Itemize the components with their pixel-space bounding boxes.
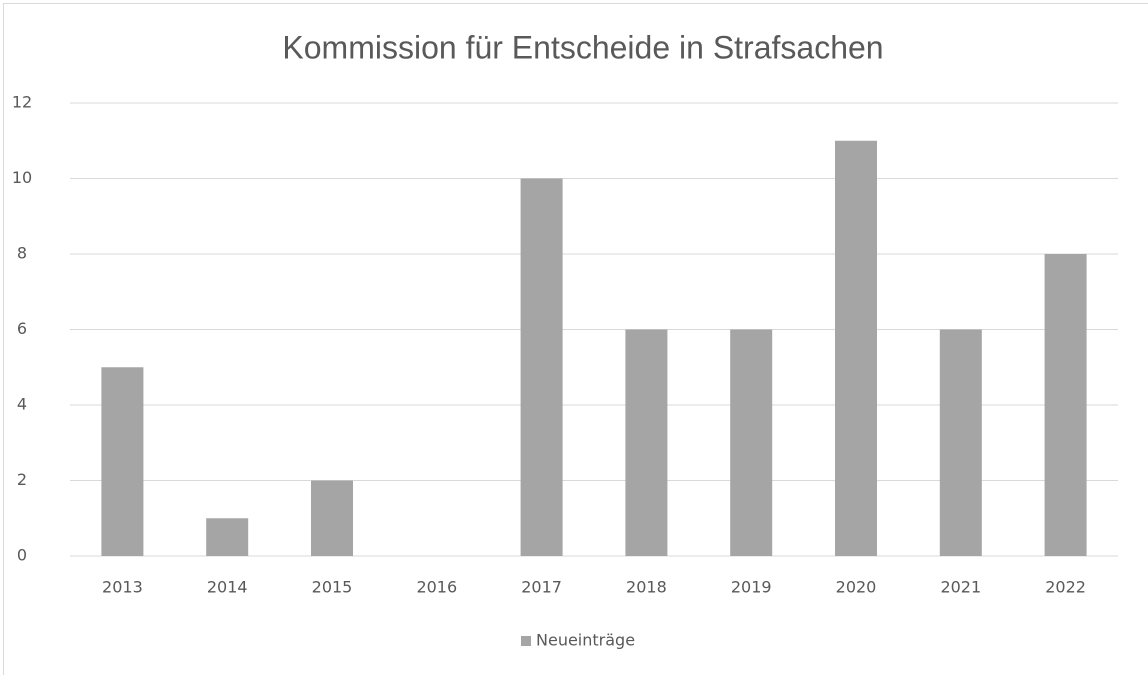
bar (625, 329, 668, 556)
x-tick-label: 2017 (521, 578, 562, 597)
y-tick-label: 4 (17, 395, 27, 414)
bar (939, 329, 982, 556)
bar (1044, 254, 1087, 556)
y-tick-label: 6 (17, 319, 27, 338)
x-tick-label: 2019 (731, 578, 772, 597)
x-tick-label: 2022 (1045, 578, 1086, 597)
legend-label: Neueinträge (536, 631, 635, 650)
bar (101, 367, 144, 556)
bar (311, 480, 353, 556)
x-tick-label: 2013 (102, 578, 143, 597)
y-tick-label: 2 (17, 470, 27, 489)
x-tick-label: 2015 (312, 578, 353, 597)
x-tick-label: 2021 (940, 578, 981, 597)
x-tick-label: 2018 (626, 578, 667, 597)
y-tick-label: 10 (12, 168, 32, 187)
x-tick-label: 2020 (836, 578, 877, 597)
x-tick-label: 2016 (416, 578, 457, 597)
y-tick-label: 0 (17, 546, 27, 565)
legend-swatch (521, 636, 531, 646)
bar (206, 518, 249, 556)
bar (835, 140, 877, 556)
chart-border (3, 3, 1148, 675)
chart-title: Kommission für Entscheide in Strafsachen (282, 29, 883, 65)
x-tick-label: 2014 (207, 578, 248, 597)
y-tick-label: 12 (12, 93, 32, 112)
y-tick-label: 8 (17, 244, 27, 263)
bar (520, 178, 563, 556)
bar (730, 329, 773, 556)
